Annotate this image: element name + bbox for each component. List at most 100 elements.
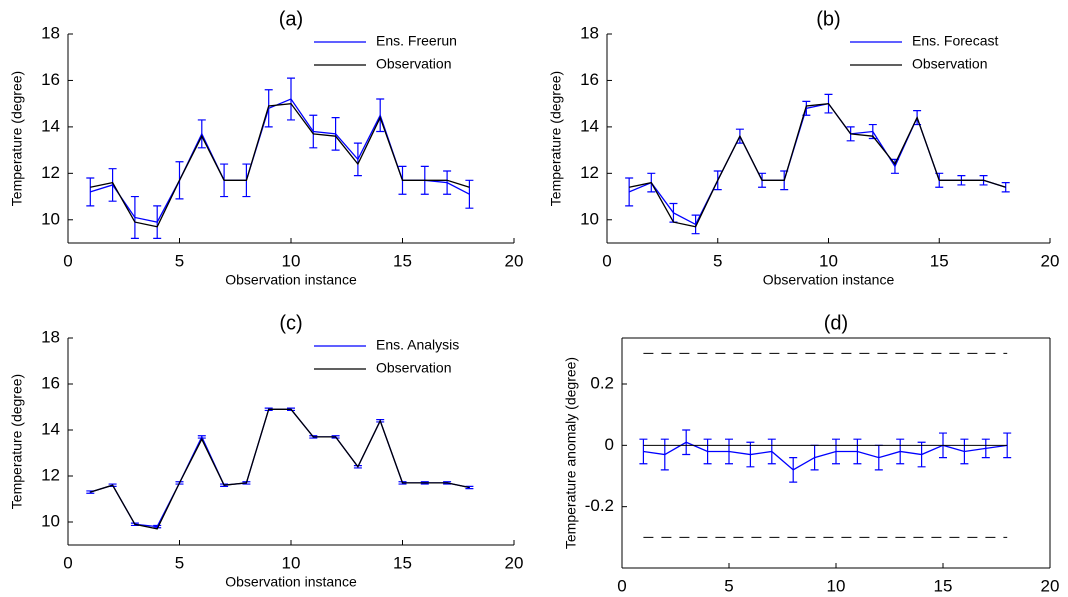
error-bar [682, 429, 691, 456]
y-tick-label: 14 [580, 116, 599, 135]
error-bar [832, 438, 840, 465]
x-axis-label: Observation instance [763, 272, 895, 288]
y-tick-label: 14 [41, 419, 60, 438]
error-bar [309, 114, 318, 149]
error-bar [465, 179, 474, 209]
error-bar [639, 438, 648, 465]
x-tick-label: 15 [930, 251, 949, 270]
panel: 0 5 10 15 20 10 12 14 16 18 (a) Observation instanc… [9, 8, 524, 287]
y-tick-label: 16 [41, 373, 60, 392]
x-tick-label: 20 [1041, 251, 1060, 270]
x-tick-label: 0 [602, 251, 611, 270]
panel: 0 5 10 15 20 10 12 14 16 18 (c) Observation instanc… [9, 312, 524, 589]
error-bar [331, 117, 340, 151]
x-tick-label: 5 [713, 251, 722, 270]
error-bar [896, 438, 905, 465]
legend-label: Observation [376, 56, 451, 72]
error-bar [917, 441, 926, 468]
error-bar [669, 202, 678, 223]
x-tick-label: 0 [617, 576, 626, 595]
error-bar [625, 177, 634, 207]
error-bar [353, 142, 362, 177]
x-tick-label: 5 [724, 576, 733, 595]
chart-title: (b) [816, 8, 840, 30]
error-bar [264, 89, 273, 128]
series-line [90, 408, 470, 530]
x-axis-label: Observation instance [225, 574, 357, 590]
x-tick-label: 0 [63, 251, 72, 270]
series-line [90, 102, 470, 228]
error-bar [197, 435, 206, 439]
error-bar [746, 441, 755, 468]
x-tick-label: 10 [282, 553, 301, 572]
x-tick-label: 10 [827, 576, 846, 595]
error-bar [874, 444, 883, 471]
error-bar [853, 438, 862, 465]
error-bar [130, 195, 139, 239]
y-tick-label: 12 [580, 163, 599, 182]
error-bar [153, 205, 162, 239]
y-tick-label: 18 [580, 23, 599, 42]
error-bar [691, 214, 700, 235]
y-tick-label: 12 [41, 163, 60, 182]
error-bar [108, 168, 117, 202]
x-tick-label: 20 [1041, 576, 1060, 595]
error-bar [789, 457, 798, 483]
y-axis-label: Temperature anomaly (degree) [563, 357, 579, 549]
series-line [643, 441, 1008, 471]
error-bar [960, 438, 969, 465]
y-tick-label: 10 [41, 511, 60, 530]
y-tick-label: 16 [580, 70, 599, 89]
error-bar [287, 77, 295, 121]
error-bar [981, 438, 990, 459]
y-tick-label: 18 [41, 23, 60, 42]
chart-title: (d) [824, 312, 848, 334]
y-tick-label: 14 [41, 116, 60, 135]
series-line [629, 102, 1006, 228]
error-bar [703, 438, 712, 465]
error-bar [660, 438, 669, 471]
series-line [90, 408, 470, 528]
y-axis-label: Temperature (degree) [548, 71, 564, 206]
y-tick-label: 12 [41, 465, 60, 484]
x-tick-label: 10 [282, 251, 301, 270]
series-line [90, 98, 470, 223]
error-bar [443, 170, 452, 195]
legend-label: Observation [912, 56, 987, 72]
error-bar [767, 438, 776, 465]
x-tick-label: 20 [505, 553, 524, 572]
y-tick-label: 0.2 [590, 373, 614, 392]
x-tick-label: 5 [175, 251, 184, 270]
error-bar [197, 119, 206, 149]
x-tick-label: 15 [393, 553, 412, 572]
legend-label: Ens. Forecast [912, 33, 998, 49]
y-tick-label: 0 [605, 435, 614, 454]
legend-label: Ens. Freerun [376, 33, 457, 49]
x-tick-label: 15 [934, 576, 953, 595]
error-bar [86, 177, 95, 207]
chart-title: (c) [279, 312, 302, 334]
panel: 0 5 10 15 20 10 12 14 16 18 (b) Observation instanc… [548, 8, 1060, 287]
x-tick-label: 0 [63, 553, 72, 572]
legend-label: Ens. Analysis [376, 337, 459, 353]
y-axis-label: Temperature (degree) [9, 71, 25, 206]
x-tick-label: 15 [393, 251, 412, 270]
y-tick-label: 18 [41, 327, 60, 346]
y-tick-label: 16 [41, 70, 60, 89]
x-tick-label: 20 [505, 251, 524, 270]
y-tick-label: 10 [580, 209, 599, 228]
chart-title: (a) [279, 8, 303, 30]
y-tick-label: -0.2 [585, 496, 614, 515]
error-bar [725, 438, 733, 465]
legend-label: Observation [376, 360, 451, 376]
error-bar [810, 444, 819, 471]
y-tick-label: 10 [41, 209, 60, 228]
x-tick-label: 10 [819, 251, 838, 270]
x-tick-label: 5 [175, 553, 184, 572]
x-axis-label: Observation instance [225, 272, 357, 288]
y-axis-label: Temperature (degree) [9, 374, 25, 509]
error-bar [376, 98, 385, 133]
